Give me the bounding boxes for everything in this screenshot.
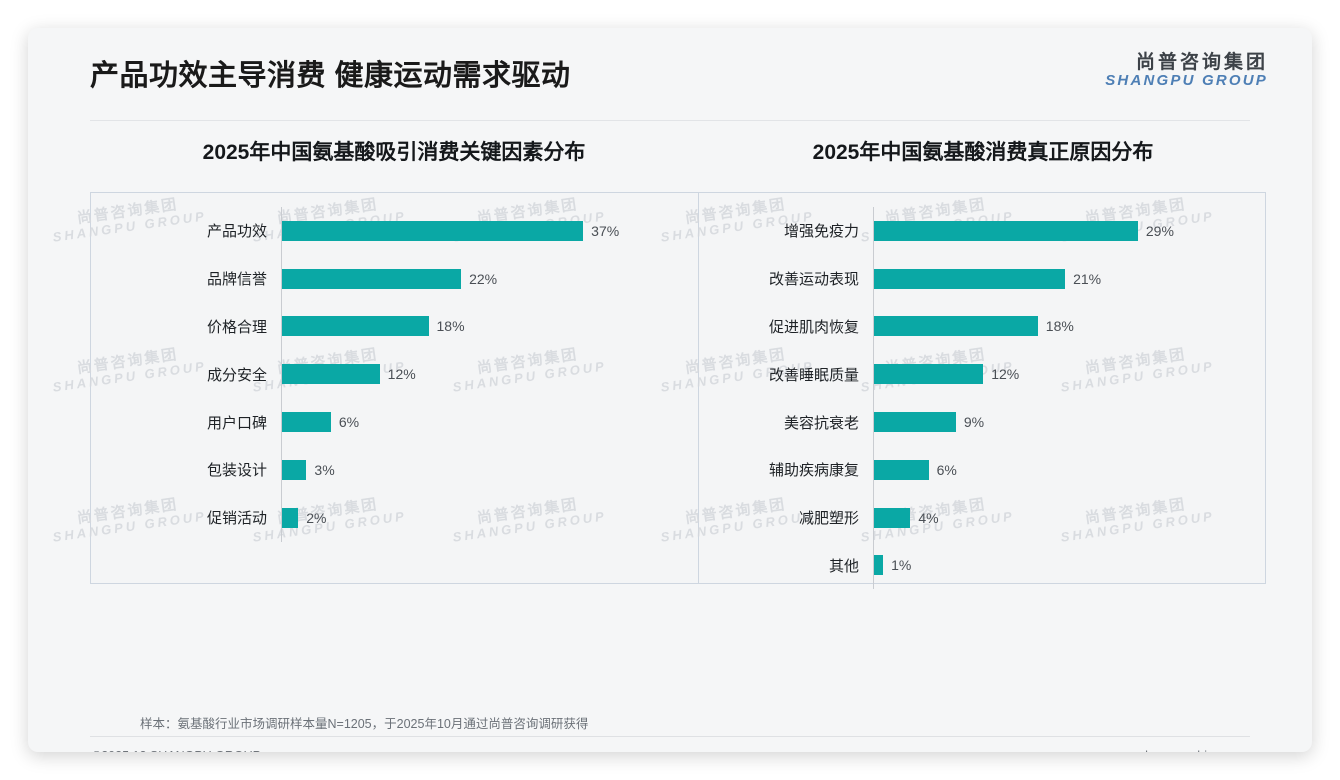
bar[interactable] xyxy=(874,507,911,528)
chart-plot-left: 尚普咨询集团 SHANGPU GROUP 尚普咨询集团 SHANGPU GROUP 尚普… xyxy=(52,192,702,584)
sample-footnote: 样本：氨基酸行业市场调研样本量N=1205，于2025年10月通过尚普咨询调研获… xyxy=(140,717,589,731)
bar-value-label: 2% xyxy=(306,509,327,526)
bar[interactable] xyxy=(282,316,429,337)
logo-english-text: SHANGPU GROUP xyxy=(1105,72,1268,90)
bar[interactable] xyxy=(282,507,299,528)
bar[interactable] xyxy=(874,268,1066,289)
chart-title-right: 2025年中国氨基酸消费真正原因分布 xyxy=(812,141,1154,164)
chart-panel-right: 2025年中国氨基酸消费真正原因分布 尚普咨询集团 SHANGPU GROUP 尚普… xyxy=(660,136,1266,590)
bar[interactable] xyxy=(874,555,884,576)
bar[interactable] xyxy=(282,459,307,480)
bar-value-label: 18% xyxy=(436,318,465,335)
bar-category-label: 促进肌肉恢复 xyxy=(768,318,859,336)
bar-value-label: 21% xyxy=(1073,270,1102,287)
bar-category-label: 改善睡眠质量 xyxy=(768,366,859,384)
bar-track: 12% xyxy=(873,350,1265,399)
bar[interactable] xyxy=(282,364,380,385)
bar-category-label: 其他 xyxy=(828,557,859,575)
bar[interactable] xyxy=(282,412,331,433)
bar-value-label: 9% xyxy=(963,414,985,431)
bar-track: 21% xyxy=(873,254,1265,303)
bar-track: 2% xyxy=(281,493,701,542)
chart-title-left: 2025年中国氨基酸吸引消费关键因素分布 xyxy=(202,141,586,164)
bar-row: 促进肌肉恢复 18% xyxy=(699,302,1265,351)
bar-category-label: 产品功效 xyxy=(206,223,267,241)
bar[interactable] xyxy=(874,459,929,480)
bar-row: 辅助疾病康复 6% xyxy=(699,445,1265,494)
bar-row: 包装设计 3% xyxy=(91,445,701,494)
bar-value-label: 12% xyxy=(387,366,416,383)
bar[interactable] xyxy=(282,220,584,241)
footer-divider xyxy=(90,736,1250,737)
bar-category-label: 改善运动表现 xyxy=(768,271,859,289)
bar-category-label: 辅助疾病康复 xyxy=(768,462,859,480)
bar-category-label: 美容抗衰老 xyxy=(783,414,859,432)
bar[interactable] xyxy=(874,316,1038,337)
bar-track: 1% xyxy=(873,541,1265,590)
brand-logo: 尚普咨询集团 SHANGPU GROUP xyxy=(1105,52,1268,90)
chart-panel-left: 2025年中国氨基酸吸引消费关键因素分布 尚普咨询集团 SHANGPU GROUP… xyxy=(52,136,702,584)
bar-track: 9% xyxy=(873,398,1265,446)
bar-track: 6% xyxy=(281,398,701,446)
website-url[interactable]: www.shangpu-china.com xyxy=(1109,749,1248,752)
slide: 产品功效主导消费 健康运动需求驱动 尚普咨询集团 SHANGPU GROUP 2… xyxy=(28,28,1312,752)
bar-value-label: 29% xyxy=(1145,222,1174,239)
bar-row: 用户口碑 6% xyxy=(91,398,701,446)
bar-track: 29% xyxy=(873,207,1265,255)
chart-plot-right: 尚普咨询集团 SHANGPU GROUP 尚普咨询集团 SHANGPU GROUP 尚普… xyxy=(660,192,1266,590)
bar[interactable] xyxy=(282,268,462,289)
copyright-text: ©2025.12 SHANGPU GROUP xyxy=(92,749,261,752)
bar-row: 品牌信誉 22% xyxy=(91,254,701,303)
bar-row: 促销活动 2% xyxy=(91,493,701,542)
bar-category-label: 价格合理 xyxy=(206,318,267,336)
bar-category-label: 增强免疫力 xyxy=(783,223,859,241)
bar-value-label: 18% xyxy=(1045,318,1074,335)
bar-value-label: 37% xyxy=(591,222,620,239)
bar-category-label: 品牌信誉 xyxy=(206,271,267,289)
bar-value-label: 22% xyxy=(469,270,498,287)
slide-footer: ©2025.12 SHANGPU GROUP www.shangpu-china… xyxy=(28,743,1312,752)
bar-row: 成分安全 12% xyxy=(91,350,701,399)
bar-row: 产品功效 37% xyxy=(91,207,701,255)
bar-track: 12% xyxy=(281,350,701,399)
bar-rows-left: 产品功效 37% 品牌信誉 22% 价格合理 18% 成分安全 12% 用户口碑 6% 包装设计 3%… xyxy=(91,193,701,583)
bar-category-label: 减肥塑形 xyxy=(798,510,859,528)
bar-category-label: 用户口碑 xyxy=(206,414,267,432)
bar-value-label: 6% xyxy=(936,461,957,478)
bar-value-label: 4% xyxy=(918,509,939,526)
bar-track: 18% xyxy=(873,302,1265,351)
bar-value-label: 3% xyxy=(314,461,335,478)
bar-category-label: 成分安全 xyxy=(206,366,267,384)
bar-track: 4% xyxy=(873,493,1265,542)
bar-track: 22% xyxy=(281,254,701,303)
bar-value-label: 6% xyxy=(338,414,360,431)
bar-value-label: 12% xyxy=(991,366,1020,383)
bar-row: 美容抗衰老 9% xyxy=(699,398,1265,446)
header-divider xyxy=(90,120,1250,121)
bar-value-label: 1% xyxy=(891,557,912,574)
logo-chinese-text: 尚普咨询集团 xyxy=(1135,52,1268,73)
bar-category-label: 包装设计 xyxy=(206,462,267,480)
bar-rows-right: 增强免疫力 29% 改善运动表现 21% 促进肌肉恢复 18% 改善睡眠质量 12% 美容抗衰老… xyxy=(699,193,1265,590)
bar-track: 18% xyxy=(281,302,701,351)
bar-row: 增强免疫力 29% xyxy=(699,207,1265,255)
bar-track: 6% xyxy=(873,445,1265,494)
bar-category-label: 促销活动 xyxy=(206,510,267,528)
bar-track: 37% xyxy=(281,207,701,255)
bar-row: 改善运动表现 21% xyxy=(699,254,1265,303)
bar-track: 3% xyxy=(281,445,701,494)
bar[interactable] xyxy=(874,364,984,385)
bar[interactable] xyxy=(874,220,1138,241)
bar-row: 其他 1% xyxy=(699,541,1265,590)
bar-row: 改善睡眠质量 12% xyxy=(699,350,1265,399)
page-title: 产品功效主导消费 健康运动需求驱动 xyxy=(90,60,571,92)
slide-header: 产品功效主导消费 健康运动需求驱动 尚普咨询集团 SHANGPU GROUP xyxy=(28,28,1312,120)
bar-row: 价格合理 18% xyxy=(91,302,701,351)
bar-row: 减肥塑形 4% xyxy=(699,493,1265,542)
bar[interactable] xyxy=(874,412,956,433)
